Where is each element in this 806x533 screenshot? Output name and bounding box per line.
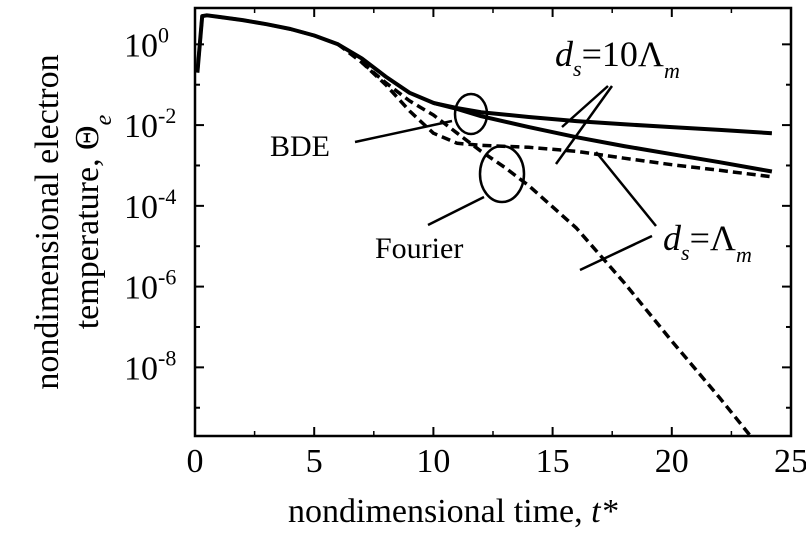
x-ticks: 0 5 10 15 20 25 (187, 8, 806, 480)
plot-area: 0 5 10 15 20 25 100 10-2 10-4 10-6 10-8 (124, 6, 806, 480)
ds1-arrow-b (579, 234, 653, 272)
ds10-arrow-b (554, 85, 614, 165)
annotations (354, 85, 657, 272)
y-axis-title-line1: nondimensional electron (29, 54, 66, 389)
ds1-label: ds=Λm (663, 218, 752, 267)
y-ticks: 100 10-2 10-4 10-6 10-8 (124, 22, 791, 409)
bde-label: BDE (270, 130, 330, 163)
x-tick-label: 0 (187, 443, 204, 480)
x-axis-title: nondimensional time, t* (288, 493, 618, 530)
x-tick-label: 25 (774, 443, 806, 480)
bde-arrow (354, 119, 453, 144)
fourier-arrow (427, 195, 485, 227)
x-tick-label: 20 (655, 443, 689, 480)
fourier-label: Fourier (375, 232, 463, 265)
x-tick-label: 15 (536, 443, 570, 480)
y-axis-title-line2: temperature, Θe (69, 114, 117, 329)
y-tick-label: 10-6 (124, 265, 176, 307)
series-layer (195, 13, 773, 438)
ds1-arrow-a (595, 151, 657, 227)
x-tick-label: 10 (416, 443, 450, 480)
ds10-label: ds=10Λm (555, 34, 680, 83)
ds10-arrow-a (561, 85, 609, 128)
y-tick-label: 100 (124, 22, 169, 64)
y-tick-label: 10-2 (124, 103, 176, 145)
y-axis-title: nondimensional electron temperature, Θe (29, 54, 117, 389)
bde-ellipse (453, 92, 489, 136)
fourier-ellipse (478, 144, 526, 204)
y-tick-label: 10-8 (124, 345, 176, 387)
y-tick-label: 10-4 (124, 184, 176, 226)
series-line-1 (195, 13, 773, 136)
series-line-4 (360, 61, 752, 438)
x-tick-label: 5 (306, 443, 323, 480)
